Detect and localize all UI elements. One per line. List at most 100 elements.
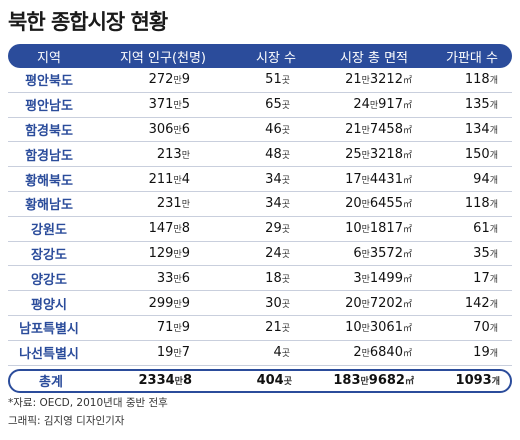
market-area-cell: 183만9682㎡ <box>333 373 414 389</box>
unit-label: 곳 <box>283 377 292 388</box>
stall-count-cell: 150개 <box>464 146 498 162</box>
unit-label: 만 <box>173 349 182 360</box>
market-area-cell: 10만3061㎡ <box>345 320 412 336</box>
market-count-cell: 51곳 <box>265 72 290 88</box>
market-area-cell: 21만7458㎡ <box>345 121 412 137</box>
chart-title: 북한 종합시장 현황 <box>8 10 168 34</box>
market-area-cell: 25만3218㎡ <box>345 146 412 162</box>
region-cell: 나선특별시 <box>19 347 79 363</box>
market-count-cell: 65곳 <box>265 97 290 113</box>
market-count-cell: 24곳 <box>265 245 290 261</box>
market-count-cell: 46곳 <box>265 121 290 137</box>
unit-label: 만 <box>361 76 370 87</box>
market-count-cell: 34곳 <box>265 196 290 212</box>
unit-label: 개 <box>489 249 498 260</box>
unit-label: 만 <box>174 377 183 388</box>
stall-count-cell: 134개 <box>464 121 498 137</box>
population-cell: 231만 <box>156 196 190 212</box>
population-cell: 306만6 <box>148 121 190 137</box>
footnotes: *자료: OECD, 2010년대 중반 전후 그래픽: 김지영 디자인기자 <box>8 394 168 430</box>
unit-label: ㎡ <box>402 324 412 335</box>
unit-label: ㎡ <box>402 299 412 310</box>
header-market-count: 시장 수 <box>255 50 296 66</box>
unit-label: 곳 <box>281 225 290 236</box>
region-cell: 평양시 <box>31 297 67 313</box>
stall-count-cell: 135개 <box>464 97 498 113</box>
market-count-cell: 30곳 <box>265 295 290 311</box>
unit-label: 개 <box>489 150 498 161</box>
market-area-cell: 10만1817㎡ <box>345 221 412 237</box>
unit-label: ㎡ <box>404 377 414 388</box>
unit-label: 개 <box>489 125 498 136</box>
stall-count-cell: 142개 <box>464 295 498 311</box>
unit-label: 곳 <box>281 200 290 211</box>
unit-label: 만 <box>360 377 369 388</box>
table-row: 나선특별시 19만7 4곳 2만6840㎡ 19개 <box>8 341 512 366</box>
unit-label: 만 <box>361 225 370 236</box>
market-count-cell: 18곳 <box>265 270 290 286</box>
unit-label: 만 <box>181 200 190 211</box>
population-cell: 272만9 <box>148 72 190 88</box>
stall-count-cell: 94개 <box>473 171 498 187</box>
population-cell: 33만6 <box>156 270 190 286</box>
market-count-cell: 34곳 <box>265 171 290 187</box>
unit-label: 곳 <box>281 349 290 360</box>
unit-label: 개 <box>489 324 498 335</box>
market-area-cell: 21만3212㎡ <box>345 72 412 88</box>
unit-label: 만 <box>361 200 370 211</box>
total-row: 총계 2334만8 404곳 183만9682㎡ 1093개 <box>8 368 512 393</box>
table-row: 평안남도 371만5 65곳 24만917㎡ 135개 <box>8 93 512 118</box>
market-area-cell: 20만6455㎡ <box>345 196 412 212</box>
stall-count-cell: 17개 <box>473 270 498 286</box>
header-region: 지역 <box>37 50 61 66</box>
market-count-cell: 29곳 <box>265 221 290 237</box>
region-cell: 양강도 <box>31 272 67 288</box>
unit-label: 만 <box>361 150 370 161</box>
region-cell: 함경남도 <box>25 148 73 164</box>
region-cell: 평안북도 <box>25 74 73 90</box>
table-row: 남포특별시 71만9 21곳 10만3061㎡ 70개 <box>8 316 512 341</box>
unit-label: 개 <box>489 349 498 360</box>
unit-label: 개 <box>489 225 498 236</box>
market-table: 지역 지역 인구(천명) 시장 수 시장 총 면적 가판대 수 평안북도 272만… <box>8 44 512 393</box>
unit-label: ㎡ <box>402 175 412 186</box>
unit-label: 만 <box>181 150 190 161</box>
stall-count-cell: 1093개 <box>455 373 500 389</box>
unit-label: 곳 <box>281 125 290 136</box>
population-cell: 213만 <box>156 146 190 162</box>
population-cell: 299만9 <box>148 295 190 311</box>
table-row: 황해북도 211만4 34곳 17만4431㎡ 94개 <box>8 167 512 192</box>
table-row: 함경남도 213만 48곳 25만3218㎡ 150개 <box>8 142 512 168</box>
source-note: *자료: OECD, 2010년대 중반 전후 <box>8 397 168 409</box>
market-area-cell: 20만7202㎡ <box>345 295 412 311</box>
region-cell: 황해남도 <box>25 198 73 214</box>
unit-label: 개 <box>491 377 500 388</box>
header-market-area: 시장 총 면적 <box>339 50 409 66</box>
unit-label: 만 <box>361 175 370 186</box>
market-area-cell: 6만3572㎡ <box>353 245 412 261</box>
unit-label: 만 <box>361 249 370 260</box>
table-row: 평안북도 272만9 51곳 21만3212㎡ 118개 <box>8 68 512 93</box>
region-cell: 남포특별시 <box>19 322 79 338</box>
unit-label: 개 <box>489 101 498 112</box>
unit-label: 만 <box>173 225 182 236</box>
unit-label: 곳 <box>281 101 290 112</box>
unit-label: 만 <box>361 324 370 335</box>
unit-label: ㎡ <box>402 225 412 236</box>
unit-label: 만 <box>173 324 182 335</box>
table-row: 황해남도 231만 34곳 20만6455㎡ 118개 <box>8 192 512 217</box>
unit-label: 만 <box>361 274 370 285</box>
table-row: 양강도 33만6 18곳 3만1499㎡ 17개 <box>8 266 512 292</box>
unit-label: 곳 <box>281 274 290 285</box>
population-cell: 2334만8 <box>138 373 192 389</box>
unit-label: ㎡ <box>402 349 412 360</box>
population-cell: 371만5 <box>148 97 190 113</box>
market-area-cell: 3만1499㎡ <box>353 270 412 286</box>
unit-label: 만 <box>361 125 370 136</box>
unit-label: ㎡ <box>402 274 412 285</box>
unit-label: 개 <box>489 175 498 186</box>
unit-label: 만 <box>361 349 370 360</box>
table-row: 평양시 299만9 30곳 20만7202㎡ 142개 <box>8 291 512 316</box>
stall-count-cell: 118개 <box>464 72 498 88</box>
unit-label: 만 <box>173 101 182 112</box>
